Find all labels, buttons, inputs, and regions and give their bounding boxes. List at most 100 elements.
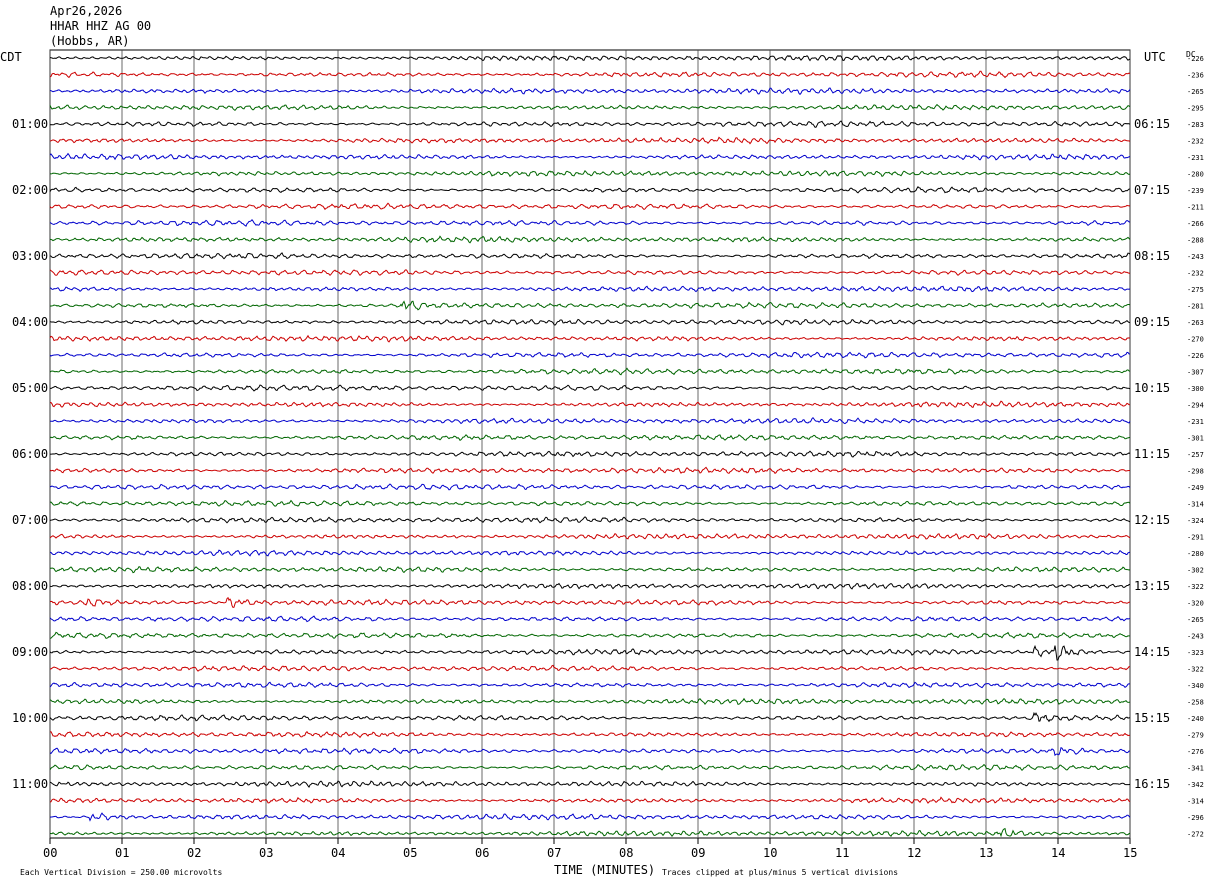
seismic-trace: [49, 615, 1131, 623]
seismic-trace: [49, 169, 1131, 178]
seismic-trace: [49, 70, 1131, 79]
dc-offset-label: -239: [1187, 187, 1204, 195]
dc-offset-label: -280: [1187, 550, 1204, 558]
trace-group: [49, 54, 1131, 838]
x-tick-label: 00: [43, 846, 57, 860]
dc-offset-label: -257: [1187, 451, 1204, 459]
dc-offset-label: -301: [1187, 435, 1204, 443]
seismic-trace: [49, 416, 1131, 425]
seismic-trace: [49, 120, 1131, 128]
left-hour-label: 04:00: [12, 315, 48, 329]
seismic-trace: [49, 87, 1131, 96]
dc-offset-label: -294: [1187, 402, 1204, 410]
dc-offset-label: -291: [1187, 534, 1204, 542]
dc-header-label: DC: [1186, 50, 1196, 59]
seismic-trace: [49, 763, 1131, 772]
dc-offset-label: -243: [1187, 633, 1204, 641]
seismic-trace: [49, 466, 1130, 474]
seismic-trace: [49, 549, 1131, 557]
dc-offset-label: -323: [1187, 649, 1204, 657]
dc-offset-label: -320: [1187, 600, 1204, 608]
x-tick-label: 05: [403, 846, 417, 860]
dc-offset-label: -226: [1187, 352, 1204, 360]
dc-offset-label: -270: [1187, 336, 1204, 344]
x-tick-label: 07: [547, 846, 561, 860]
seismic-trace: [49, 285, 1131, 293]
left-hour-label: 07:00: [12, 513, 48, 527]
seismic-trace: [49, 235, 1131, 244]
right-hour-label: 06:15: [1134, 117, 1170, 131]
seismic-trace: [49, 644, 1131, 661]
dc-offset-label: -236: [1187, 72, 1204, 80]
right-timezone-label: UTC: [1144, 50, 1166, 64]
left-hour-label: 03:00: [12, 249, 48, 263]
seismic-trace: [49, 711, 1131, 723]
x-tick-label: 12: [907, 846, 921, 860]
right-hour-label: 11:15: [1134, 447, 1170, 461]
seismic-trace: [49, 202, 1131, 211]
x-axis-label: TIME (MINUTES): [554, 863, 655, 877]
x-tick-label: 06: [475, 846, 489, 860]
x-tick-label: 01: [115, 846, 129, 860]
dc-offset-label: -314: [1187, 798, 1204, 806]
dc-offset-label: -265: [1187, 88, 1204, 96]
seismic-trace: [49, 219, 1131, 227]
seismic-trace: [49, 434, 1131, 441]
time-grid: [49, 49, 1131, 844]
right-hour-label: 14:15: [1134, 645, 1170, 659]
seismic-trace: [49, 596, 1131, 608]
header-location: (Hobbs, AR): [50, 34, 130, 48]
seismic-trace: [49, 186, 1131, 194]
right-hour-label: 15:15: [1134, 711, 1170, 725]
x-tick-label: 08: [619, 846, 633, 860]
left-hour-label: 02:00: [12, 183, 48, 197]
right-hour-label: 12:15: [1134, 513, 1170, 527]
dc-offset-label: -322: [1187, 583, 1204, 591]
right-hour-label: 10:15: [1134, 381, 1170, 395]
seismic-trace: [49, 334, 1131, 343]
dc-offset-label: -322: [1187, 666, 1204, 674]
seismic-trace: [49, 566, 1131, 574]
clipping-note: Traces clipped at plus/minus 5 vertical …: [662, 868, 898, 877]
dc-offset-label: -265: [1187, 616, 1204, 624]
seismic-trace: [49, 631, 1131, 639]
dc-offset-label: -341: [1187, 765, 1204, 773]
seismic-trace: [49, 780, 1131, 789]
dc-offset-label: -300: [1187, 385, 1204, 393]
seismic-trace: [49, 400, 1131, 409]
header-date: Apr26,2026: [50, 4, 123, 18]
dc-offset-label: -276: [1187, 748, 1204, 756]
right-hour-label: 07:15: [1134, 183, 1170, 197]
seismic-trace: [49, 351, 1131, 359]
dc-offset-label: -279: [1187, 732, 1204, 740]
seismic-trace: [49, 384, 1131, 392]
right-hour-label: 09:15: [1134, 315, 1170, 329]
dc-offset-label: -249: [1187, 484, 1204, 492]
seismic-trace: [49, 252, 1131, 260]
dc-offset-label: -283: [1187, 121, 1204, 129]
x-tick-label: 09: [691, 846, 705, 860]
x-tick-label: 11: [835, 846, 849, 860]
left-hour-label: 11:00: [12, 777, 48, 791]
seismic-trace: [49, 367, 1131, 376]
dc-offset-label: -342: [1187, 781, 1204, 789]
seismic-trace: [49, 697, 1131, 706]
right-hour-label: 13:15: [1134, 579, 1170, 593]
x-tick-label: 02: [187, 846, 201, 860]
dc-offset-label: -340: [1187, 682, 1204, 690]
left-hour-label: 01:00: [12, 117, 48, 131]
right-hour-label: 16:15: [1134, 777, 1170, 791]
seismic-trace: [49, 300, 1131, 311]
x-tick-label: 03: [259, 846, 273, 860]
dc-offset-label: -211: [1187, 204, 1204, 212]
dc-offset-label: -295: [1187, 105, 1204, 113]
seismic-trace: [49, 483, 1131, 491]
x-tick-label: 10: [763, 846, 777, 860]
seismic-trace: [49, 747, 1131, 757]
seismic-trace: [50, 827, 1131, 838]
seismic-trace: [49, 516, 1131, 524]
dc-offset-label: -280: [1187, 171, 1204, 179]
x-tick-label: 14: [1051, 846, 1065, 860]
dc-offset-label: -275: [1187, 286, 1204, 294]
